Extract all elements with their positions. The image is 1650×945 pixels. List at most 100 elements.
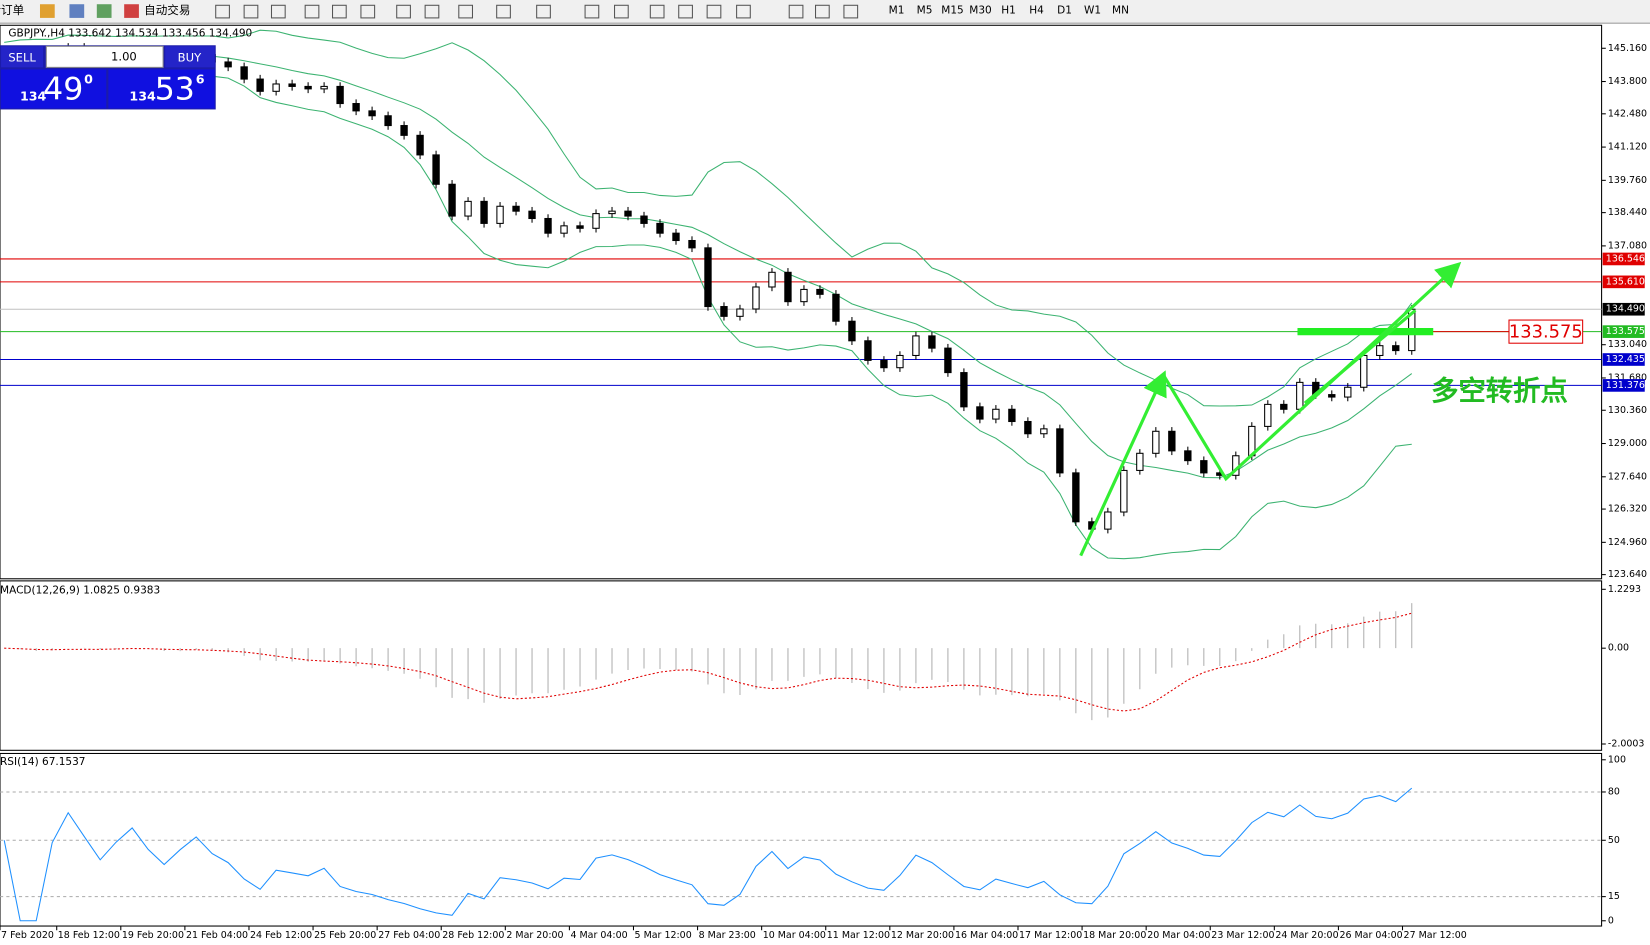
candle — [784, 271, 792, 303]
timeframe-button[interactable]: H4 — [1029, 5, 1044, 17]
tool-icon[interactable] — [424, 4, 440, 19]
tool-icon[interactable] — [614, 4, 629, 19]
bid-big: 134 — [20, 88, 47, 103]
candle — [752, 286, 760, 310]
icon[interactable] — [39, 4, 55, 18]
buy-button[interactable] — [165, 46, 215, 68]
x-tick-label: 20 Mar 04:00 — [1147, 930, 1210, 941]
candle — [1344, 386, 1352, 398]
tool-icon[interactable] — [815, 4, 830, 19]
timeframe-button[interactable]: H1 — [1001, 5, 1016, 17]
candle — [896, 354, 904, 369]
x-tick-label: 25 Feb 20:00 — [314, 930, 376, 941]
candle — [704, 247, 712, 308]
candle — [544, 217, 552, 234]
price-level-box — [1602, 302, 1645, 316]
tool-icon[interactable] — [331, 4, 347, 19]
candle — [1264, 403, 1272, 427]
y-tick-label: 139.760 — [1608, 175, 1647, 186]
tool-icon[interactable] — [584, 4, 600, 19]
auto-trading-button[interactable]: 自动交易 — [144, 3, 190, 17]
candle — [1376, 345, 1384, 356]
tool-icon[interactable] — [270, 4, 286, 19]
candle — [272, 83, 280, 92]
ask-box[interactable] — [108, 69, 215, 109]
timeframe-button[interactable]: M5 — [917, 5, 933, 17]
rsi-label: RSI(14) 67.1537 — [0, 756, 86, 768]
sell-button[interactable] — [1, 46, 44, 68]
candle — [848, 320, 856, 342]
candle — [880, 359, 888, 369]
bid-pips: 49 — [43, 72, 83, 108]
tool-icon[interactable] — [678, 4, 693, 19]
tool-icon[interactable] — [843, 4, 859, 19]
candle — [288, 83, 296, 87]
candle — [1056, 428, 1064, 474]
annotation-text: 多空转折点 — [1431, 375, 1568, 407]
candle — [464, 200, 472, 217]
x-tick-label: 26 Mar 04:00 — [1339, 930, 1402, 941]
x-tick-label: 12 Mar 20:00 — [891, 930, 954, 941]
new-order-button[interactable]: 新订单 — [0, 3, 24, 17]
sell-label[interactable]: SELL — [8, 50, 36, 64]
tool-icon[interactable] — [396, 4, 411, 19]
tool-icon[interactable] — [243, 4, 259, 19]
macd-label: MACD(12,26,9) 1.0825 0.9383 — [0, 584, 160, 596]
candle — [1072, 472, 1080, 523]
trade-panel: SELL 1.00 BUY 134 49 0 134 53 6 — [0, 45, 216, 110]
timeframe-button[interactable]: D1 — [1057, 5, 1072, 17]
y-tick-label: 137.080 — [1608, 240, 1647, 251]
annotation-price: 133.575 — [1509, 322, 1583, 343]
timeframe-button[interactable]: M30 — [969, 5, 991, 17]
buy-label[interactable]: BUY — [178, 50, 202, 64]
tool-icon[interactable] — [496, 4, 511, 19]
candle — [1008, 408, 1016, 423]
timeframe-button[interactable]: W1 — [1084, 5, 1101, 17]
timeframe-button[interactable]: M15 — [941, 5, 963, 17]
tool-icon[interactable] — [536, 4, 551, 19]
timeframe-button[interactable]: M1 — [889, 5, 905, 17]
lot-input[interactable] — [45, 45, 164, 68]
x-tick-label: 28 Feb 12:00 — [442, 930, 504, 941]
candle — [1120, 469, 1128, 513]
candle — [224, 61, 232, 68]
candle — [416, 134, 424, 156]
x-tick-label: 24 Mar 20:00 — [1275, 930, 1338, 941]
y-tick-label: -2.0003 — [1608, 738, 1645, 749]
candle — [1184, 450, 1192, 462]
auto-trading-icon[interactable] — [124, 4, 139, 18]
candle — [448, 183, 456, 217]
tool-icon[interactable] — [215, 4, 230, 19]
timeframe-button[interactable]: MN — [1112, 5, 1129, 17]
tool-icon[interactable] — [360, 4, 376, 19]
bid-box[interactable] — [1, 69, 107, 109]
candle — [912, 335, 920, 356]
toolbar — [0, 0, 1650, 24]
candle — [256, 78, 264, 92]
candle — [864, 340, 872, 361]
tool-icon[interactable] — [736, 4, 751, 19]
candle — [656, 222, 664, 234]
tool-icon[interactable] — [788, 4, 804, 19]
candle — [688, 239, 696, 249]
y-tick-label: 145.160 — [1608, 43, 1647, 54]
candle — [432, 154, 440, 185]
tool-icon[interactable] — [304, 4, 320, 19]
candle — [816, 288, 824, 295]
candle — [832, 293, 840, 322]
y-tick-label: 0.00 — [1608, 643, 1629, 654]
icon[interactable] — [69, 4, 85, 18]
y-tick-label: 130.360 — [1608, 405, 1647, 416]
icon[interactable] — [96, 4, 112, 18]
macd-signal — [4, 612, 1412, 712]
tool-icons — [215, 4, 859, 19]
x-tick-label: 18 Mar 20:00 — [1083, 930, 1146, 941]
x-tick-label: 19 Feb 20:00 — [122, 930, 184, 941]
tool-icon[interactable] — [649, 4, 665, 19]
candle — [672, 232, 680, 242]
y-tick-label: 142.480 — [1608, 108, 1647, 119]
tool-icon[interactable] — [706, 4, 722, 19]
tool-icon[interactable] — [458, 4, 474, 19]
lot-value[interactable]: 1.00 — [111, 49, 137, 63]
candle — [1168, 430, 1176, 452]
